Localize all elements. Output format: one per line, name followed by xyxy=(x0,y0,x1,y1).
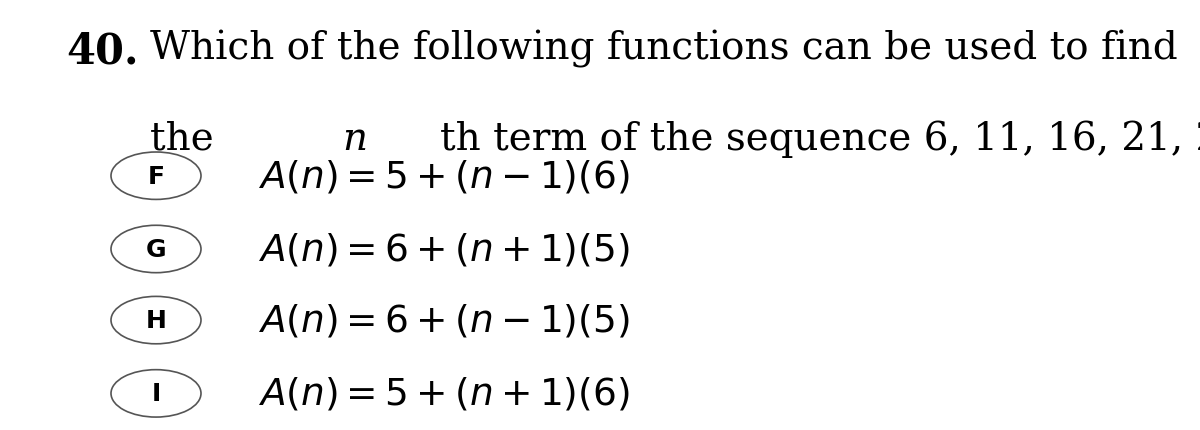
Text: H: H xyxy=(145,308,167,332)
Text: $\mathit{A}(n) = 6 + (\mathit{n} - 1)(5)$: $\mathit{A}(n) = 6 + (\mathit{n} - 1)(5)… xyxy=(258,302,630,339)
Text: the: the xyxy=(150,120,226,157)
Text: Which of the following functions can be used to find: Which of the following functions can be … xyxy=(150,30,1177,68)
Text: $\mathit{A}(n) = 5 + (\mathit{n} + 1)(6)$: $\mathit{A}(n) = 5 + (\mathit{n} + 1)(6)… xyxy=(258,375,630,412)
Text: F: F xyxy=(148,164,164,188)
Text: $\mathit{A}(n) = 5 + (\mathit{n} - 1)(6)$: $\mathit{A}(n) = 5 + (\mathit{n} - 1)(6)… xyxy=(258,158,630,195)
Text: $\mathit{A}(n) = 6 + (\mathit{n} + 1)(5)$: $\mathit{A}(n) = 6 + (\mathit{n} + 1)(5)… xyxy=(258,231,630,268)
Text: th term of the sequence 6, 11, 16, 21, 26, . . . ?: th term of the sequence 6, 11, 16, 21, 2… xyxy=(440,120,1200,158)
Text: G: G xyxy=(145,237,167,261)
Text: I: I xyxy=(151,381,161,405)
Text: 40.: 40. xyxy=(66,30,138,72)
Text: n: n xyxy=(342,120,367,157)
